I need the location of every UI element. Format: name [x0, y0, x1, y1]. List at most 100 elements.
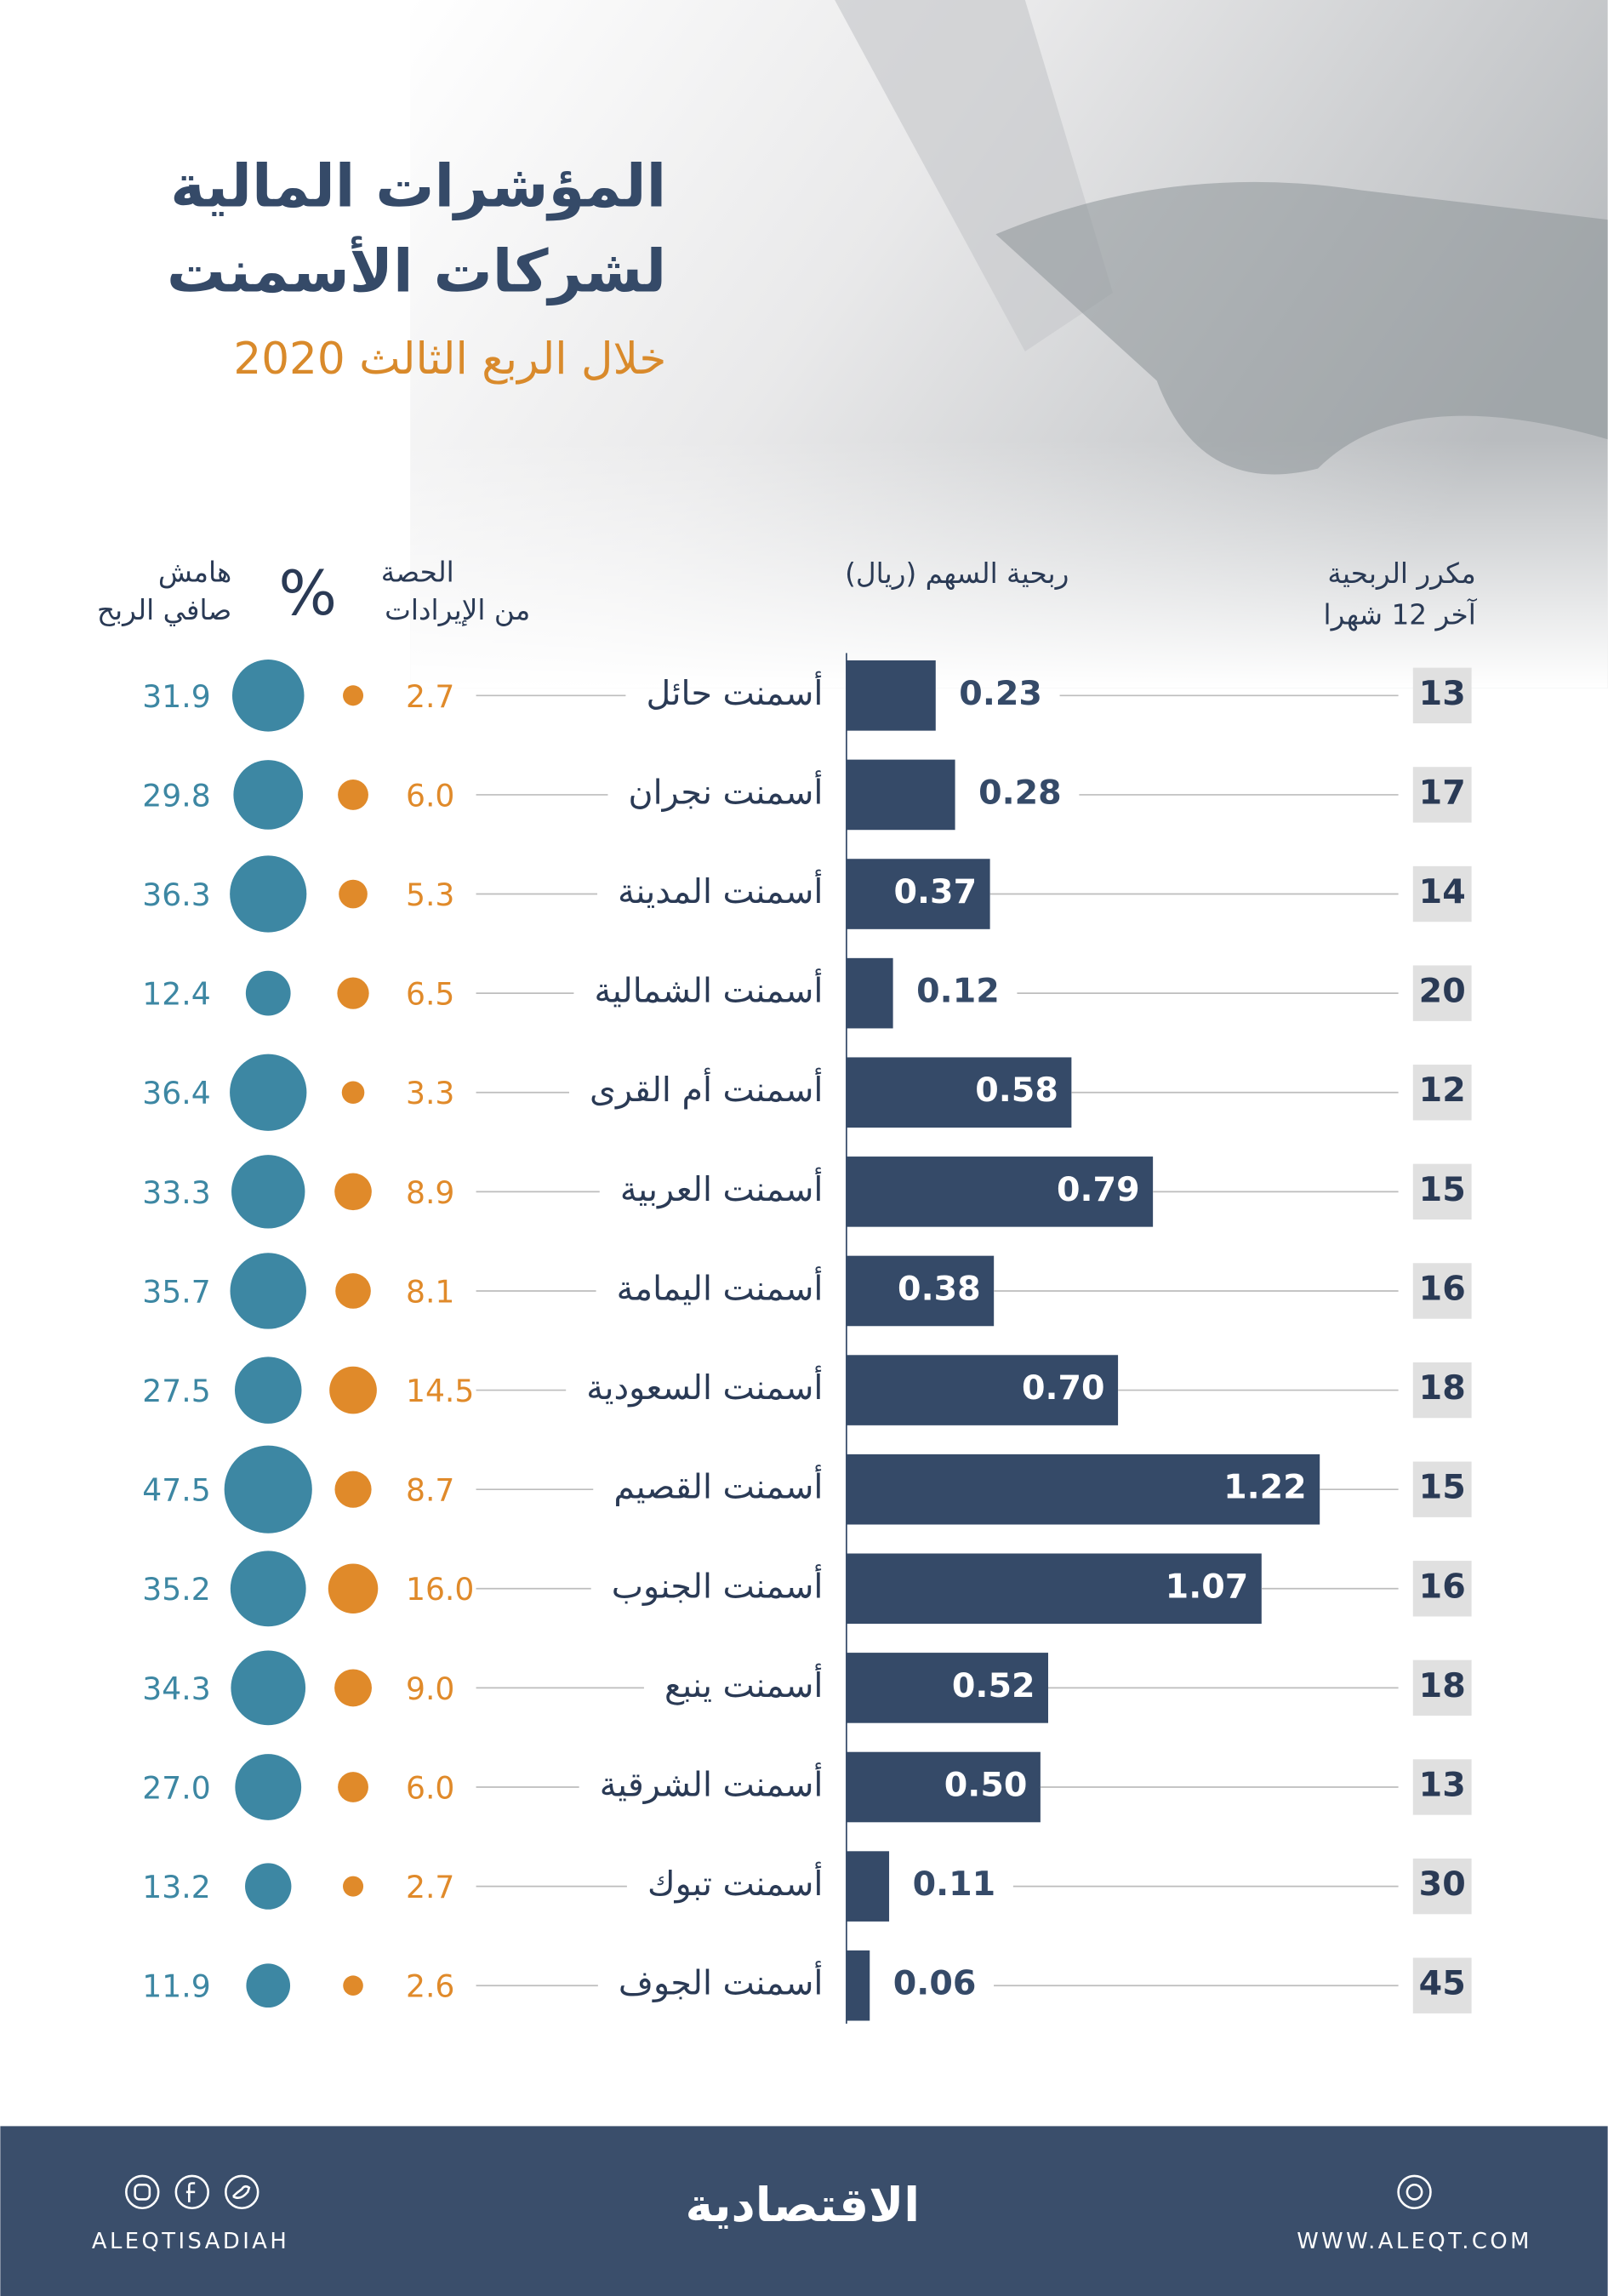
bar-value-label: 0.37 — [893, 872, 977, 911]
bar — [846, 1653, 1049, 1723]
bar-value-label: 0.12 — [916, 972, 1000, 1011]
percent-sign: % — [278, 558, 337, 630]
bubble-value-label: 27.0 — [142, 1769, 210, 1806]
pe-value: 18 — [1419, 1368, 1466, 1408]
pe-value: 17 — [1419, 773, 1466, 812]
pe-box — [1412, 1957, 1472, 2013]
rows: أسمنت حائل 0.23 13 2.7 31.9 أسمنت نجران 0.28 17… — [142, 653, 1472, 2024]
bubble — [343, 1975, 363, 1996]
bubble-value-label: 5.3 — [406, 877, 454, 913]
bar — [846, 1851, 890, 1922]
pe-value: 14 — [1419, 872, 1466, 911]
bubble — [343, 1876, 364, 1897]
bar — [846, 660, 936, 731]
category-label: أسمنت الجوف — [619, 1961, 823, 2003]
bubble — [339, 879, 368, 909]
pe-value: 13 — [1419, 1766, 1466, 1805]
category-label: أسمنت أم القرى — [590, 1067, 823, 1110]
bubble-value-label: 29.8 — [142, 777, 210, 814]
bubble — [231, 1650, 306, 1726]
bubble — [335, 1273, 371, 1309]
pe-box — [1412, 1561, 1472, 1617]
bar — [846, 859, 990, 929]
category-label: أسمنت الشمالية — [595, 968, 824, 1011]
bar — [846, 1157, 1154, 1227]
pe-box — [1412, 667, 1472, 724]
bar — [846, 1553, 1262, 1625]
category-label: أسمنت نجران — [629, 769, 824, 812]
bubble-value-label: 16.0 — [406, 1571, 474, 1608]
bubble — [233, 760, 304, 830]
web-icon — [1397, 2174, 1432, 2210]
bubble-value-label: 47.5 — [142, 1472, 210, 1509]
pe-box — [1412, 1065, 1472, 1121]
title-line: لشركات الأسمنت — [167, 237, 666, 306]
bar-value-label: 0.06 — [893, 1964, 977, 2003]
bar — [846, 1950, 870, 2021]
bubble — [231, 660, 305, 732]
pe-box — [1412, 1461, 1472, 1517]
pe-value: 20 — [1419, 972, 1466, 1011]
bar-value-label: 0.23 — [959, 674, 1042, 713]
pe-box — [1412, 767, 1472, 823]
pe-value: 16 — [1419, 1269, 1466, 1308]
website: WWW.ALEQT.COM — [1297, 2229, 1532, 2254]
pe-box — [1412, 1362, 1472, 1419]
bubble-value-label: 14.5 — [406, 1373, 474, 1409]
pe-box — [1412, 1659, 1472, 1716]
logo: الاقتصادية — [685, 2178, 920, 2232]
bubble-value-label: 36.4 — [142, 1075, 210, 1111]
bar-value-label: 0.52 — [952, 1666, 1035, 1705]
bubble-value-label: 12.4 — [142, 976, 210, 1013]
category-label: أسمنت السعودية — [586, 1365, 823, 1408]
bar — [846, 759, 955, 831]
category-label: أسمنت حائل — [647, 671, 824, 713]
footer — [0, 2126, 1608, 2296]
social-icons — [125, 2174, 1432, 2210]
instagram-glyph — [134, 2183, 151, 2201]
bubble-value-label: 8.7 — [406, 1472, 454, 1509]
bubble-value-label: 9.0 — [406, 1671, 454, 1707]
bubble-value-label: 13.2 — [142, 1869, 210, 1905]
bar-value-label: 0.70 — [1022, 1368, 1105, 1408]
facebook-icon — [174, 2174, 209, 2210]
pe-value: 18 — [1419, 1666, 1466, 1705]
bar-value-label: 1.07 — [1166, 1567, 1249, 1606]
column-header: الحصة — [381, 556, 454, 588]
bubble — [334, 1471, 372, 1508]
bubble-value-label: 2.7 — [406, 1869, 454, 1905]
bubble-value-label: 11.9 — [142, 1968, 210, 2005]
bubble-value-label: 3.3 — [406, 1075, 454, 1111]
column-header: صافي الربح — [97, 594, 231, 626]
pe-box — [1412, 965, 1472, 1021]
category-label: أسمنت الشرقية — [600, 1762, 824, 1805]
bubble — [341, 1081, 365, 1105]
bar — [846, 1751, 1041, 1823]
bubble — [245, 970, 291, 1016]
category-label: أسمنت ينبع — [664, 1663, 823, 1705]
pe-value: 45 — [1419, 1964, 1466, 2003]
pe-value: 16 — [1419, 1567, 1466, 1606]
bubble — [230, 1253, 306, 1329]
category-label: أسمنت المدينة — [618, 869, 823, 911]
bubble — [338, 780, 368, 810]
bubble-value-label: 35.2 — [142, 1571, 210, 1608]
bubble — [230, 1551, 306, 1627]
bar-value-label: 0.11 — [913, 1865, 996, 1904]
column-header: هامش — [158, 556, 231, 588]
pe-box — [1412, 1263, 1472, 1319]
bubble-value-label: 8.9 — [406, 1174, 454, 1211]
bubble — [343, 685, 364, 706]
column-header: آخر 12 شهرا — [1324, 597, 1478, 631]
bubble-value-label: 2.6 — [406, 1968, 454, 2005]
bubble-value-label: 6.0 — [406, 777, 454, 814]
bubble — [230, 855, 307, 933]
bar — [846, 1355, 1119, 1425]
bubble — [334, 1669, 372, 1707]
column-header: مكرر الربحية — [1327, 557, 1475, 590]
bubble-value-label: 35.7 — [142, 1273, 210, 1310]
bubble-value-label: 33.3 — [142, 1174, 210, 1211]
bubble-value-label: 6.5 — [406, 976, 454, 1013]
